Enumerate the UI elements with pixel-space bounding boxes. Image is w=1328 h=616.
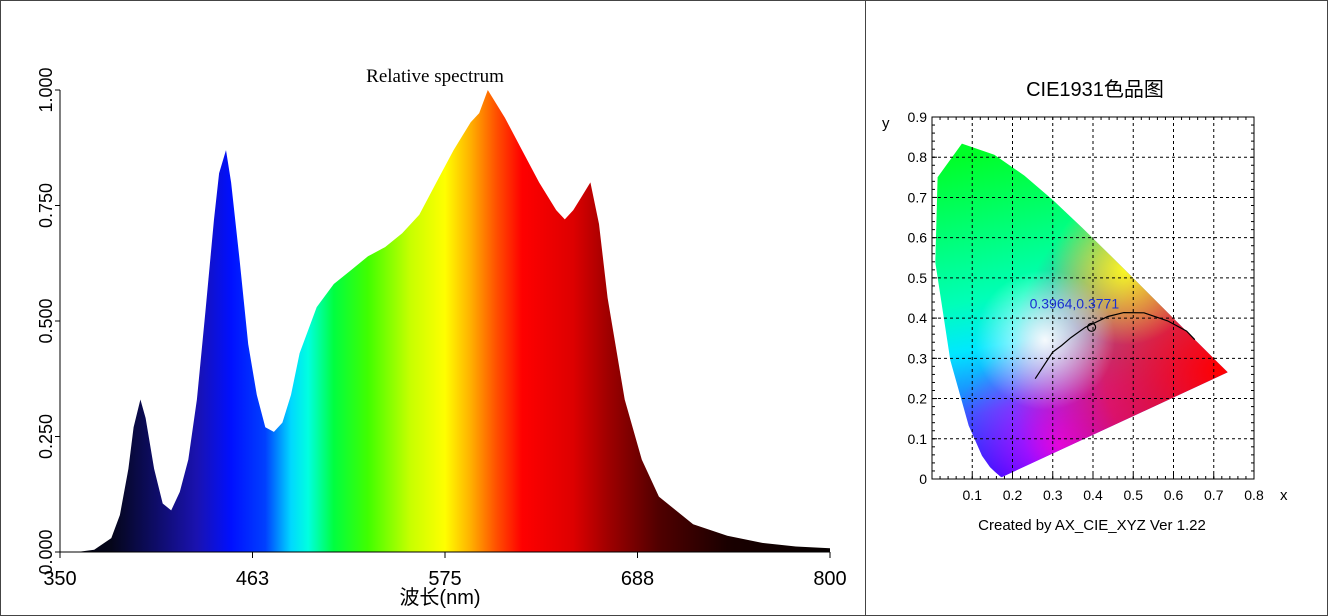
planckian-locus-curve: [1034, 311, 1196, 380]
spectrum-x-tick-label: 463: [236, 568, 269, 590]
cie-y-tick-label: 0.4: [908, 310, 928, 326]
cie-x-tick-label: 0.4: [1083, 487, 1103, 503]
cie-title: CIE1931色品图: [1026, 78, 1164, 101]
cie-x-tick-label: 0.1: [963, 487, 983, 503]
spectrum-x-tick-label: 575: [428, 568, 461, 590]
cie-x-tick-label: 0.7: [1204, 487, 1224, 503]
cie-chart: CIE1931色品图 0.1 0.2 0.3 0.4 0.5 0.6 0.7 0.8 0 0.1 0…: [882, 78, 1288, 534]
cie-x-tick-label: 0.2: [1003, 487, 1023, 503]
spectrum-x-tick-label: 800: [813, 568, 846, 590]
cie-y-tick-label: 0.5: [908, 270, 928, 286]
spectrum-x-tick-label: 688: [621, 568, 654, 590]
panel-divider: [865, 0, 866, 616]
chromaticity-point-marker: [1086, 322, 1097, 332]
cie-x-tick-label: 0.3: [1043, 487, 1063, 503]
chromaticity-point-label: 0.3964,0.3771: [1030, 295, 1120, 311]
cie-y-tick-label: 0.3: [908, 350, 928, 366]
spectrum-y-tick-label: 1.000: [36, 67, 56, 112]
cie-y-tick-label: 0.9: [908, 109, 928, 125]
spectrum-y-tick-label: 0.000: [36, 529, 56, 574]
cie-y-tick-label: 0.2: [908, 391, 928, 407]
spectrum-area: [60, 90, 830, 552]
cie-x-tick-label: 0.6: [1164, 487, 1184, 503]
spectrum-y-tick-label: 0.500: [36, 298, 56, 343]
cie-y-tick-label: 0: [919, 471, 927, 487]
spectrum-y-tick-label: 0.750: [36, 183, 56, 228]
spectrum-x-label: 波长(nm): [399, 586, 480, 609]
cie-y-tick-label: 0.6: [908, 230, 928, 246]
cie-y-axis-label: y: [882, 115, 890, 132]
cie-footer: Created by AX_CIE_XYZ Ver 1.22: [978, 517, 1206, 534]
cie-x-tick-label: 0.5: [1124, 487, 1144, 503]
cie-grid: [932, 117, 1254, 479]
spectrum-title: Relative spectrum: [366, 66, 504, 87]
cie-y-tick-label: 0.8: [908, 149, 928, 165]
cie-x-axis-label: x: [1280, 487, 1288, 504]
spectrum-x-tick-label: 350: [43, 568, 76, 590]
cie-x-tick-label: 0.8: [1244, 487, 1264, 503]
spectrum-chart: Relative spectrum 0.000 0.250 0.500 0.750 1.…: [36, 66, 847, 609]
spectrum-y-tick-label: 0.250: [36, 414, 56, 459]
cie-y-tick-label: 0.7: [908, 189, 928, 205]
cie-y-tick-label: 0.1: [908, 431, 928, 447]
